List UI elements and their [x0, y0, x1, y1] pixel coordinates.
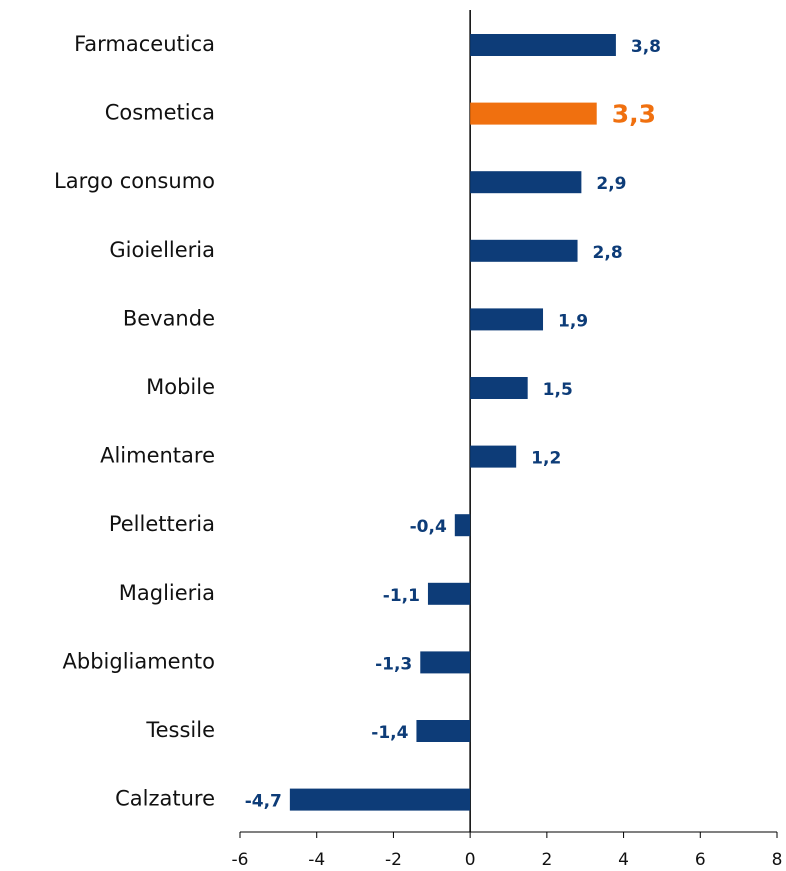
bar [427, 582, 471, 605]
x-tick-label: 2 [541, 850, 552, 870]
bar [416, 720, 471, 742]
bar [470, 445, 517, 468]
value-label: 1,2 [531, 449, 561, 469]
x-tick-label: 8 [772, 850, 783, 870]
category-label: Mobile [146, 375, 215, 399]
category-label: Largo consumo [54, 169, 215, 193]
category-label: Farmaceutica [74, 32, 215, 56]
category-label: Maglieria [119, 581, 215, 605]
category-label: Pelletteria [109, 512, 215, 536]
category-label: Alimentare [100, 444, 215, 468]
bar [454, 514, 471, 537]
value-label: 3,8 [631, 37, 661, 57]
x-tick-label: 0 [465, 850, 476, 870]
value-label: 2,8 [593, 243, 623, 263]
x-tick-label: -4 [308, 850, 325, 870]
value-label: -4,7 [245, 792, 282, 812]
value-label: -1,1 [383, 586, 420, 606]
x-tick-label: -2 [385, 850, 402, 870]
bar [289, 788, 471, 811]
x-tick-label: 6 [695, 850, 706, 870]
bar [470, 171, 582, 194]
x-tick-label: -6 [232, 850, 249, 870]
category-label: Tessile [145, 718, 215, 742]
value-label: -0,4 [410, 517, 447, 537]
category-label: Abbigliamento [63, 649, 216, 673]
value-label: 1,5 [543, 380, 573, 400]
category-label: Cosmetica [105, 101, 215, 125]
category-label: Calzature [115, 787, 215, 811]
category-label: Bevande [123, 306, 215, 330]
value-label: 3,3 [612, 100, 656, 129]
value-label: 2,9 [596, 174, 626, 194]
bar [470, 34, 616, 56]
bar [470, 239, 578, 262]
bar [470, 102, 597, 125]
value-label: -1,3 [375, 654, 412, 674]
x-tick-label: 4 [618, 850, 629, 870]
value-label: 1,9 [558, 311, 588, 331]
category-label: Gioielleria [109, 238, 215, 262]
bar [420, 651, 471, 674]
bar [470, 377, 528, 399]
bar [470, 308, 544, 331]
value-label: -1,4 [371, 723, 408, 743]
